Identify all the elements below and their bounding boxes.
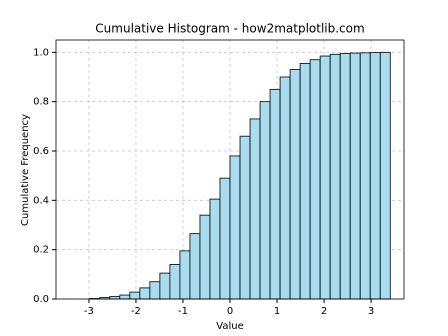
bar xyxy=(289,69,301,300)
y-tick-label: 0.6 xyxy=(33,146,49,157)
bar xyxy=(219,177,231,300)
bar xyxy=(319,55,331,300)
y-tick-label: 0.0 xyxy=(33,294,49,305)
bar xyxy=(239,135,251,300)
bar xyxy=(269,88,281,300)
bar xyxy=(369,52,381,300)
bar xyxy=(159,272,171,300)
x-tick-label: 0 xyxy=(227,306,233,317)
bar xyxy=(349,52,361,300)
y-tick-label: 1.0 xyxy=(33,47,49,58)
y-axis-label: Cumulative Frequency xyxy=(20,114,31,226)
x-tick-label: -1 xyxy=(178,306,188,317)
bar xyxy=(299,63,311,300)
bar xyxy=(179,250,191,300)
bar xyxy=(229,155,241,300)
bar xyxy=(139,287,151,300)
bar xyxy=(309,59,321,300)
x-tick-label: 1 xyxy=(274,306,280,317)
bar xyxy=(339,53,351,300)
y-tick-label: 0.2 xyxy=(33,245,49,256)
x-tick-label: -2 xyxy=(131,306,141,317)
bar xyxy=(149,281,161,300)
bar xyxy=(199,214,211,300)
x-tick-label: -3 xyxy=(84,306,94,317)
bar xyxy=(329,53,341,300)
x-axis-label: Value xyxy=(216,321,243,332)
y-tick-label: 0.4 xyxy=(33,195,49,206)
bar xyxy=(189,233,201,300)
bar xyxy=(249,118,261,300)
plot-frame xyxy=(55,39,405,300)
x-tick-label: 3 xyxy=(368,306,374,317)
bar xyxy=(119,294,131,300)
bar xyxy=(209,198,221,300)
bar xyxy=(259,101,271,300)
y-tick-label: 0.8 xyxy=(33,97,49,108)
bar xyxy=(279,76,291,300)
bar xyxy=(169,264,181,300)
bar xyxy=(359,52,371,300)
chart-title: Cumulative Histogram - how2matplotlib.co… xyxy=(95,22,364,36)
bar xyxy=(129,291,141,300)
x-tick-label: 2 xyxy=(321,306,327,317)
bar xyxy=(379,51,391,300)
